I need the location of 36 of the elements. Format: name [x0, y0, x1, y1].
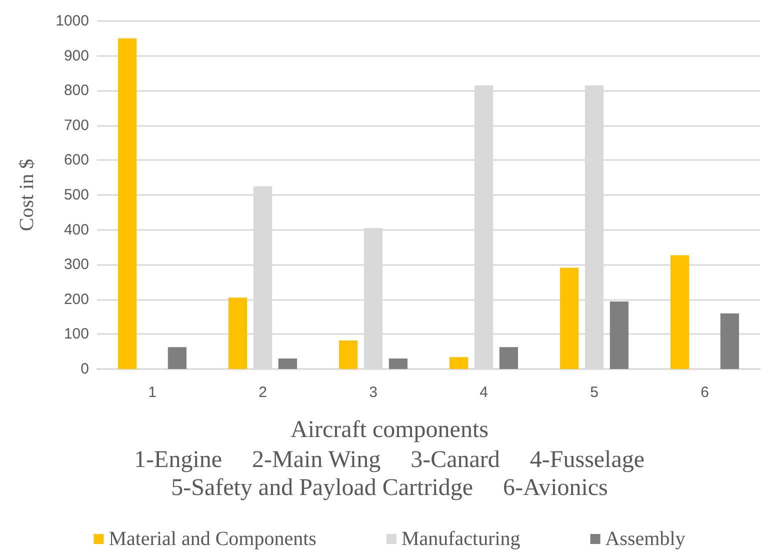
y-tick-label: 300	[64, 256, 89, 274]
x-tick-label: 2	[258, 384, 267, 401]
bar	[560, 268, 579, 369]
y-tick-label: 100	[64, 326, 89, 343]
x-tick-label: 3	[369, 384, 378, 401]
legend-label: Material and Components	[108, 528, 317, 550]
x-tick-label: 6	[700, 384, 709, 401]
bar	[278, 358, 298, 369]
y-tick-label: 800	[64, 82, 89, 100]
y-tick-label: 200	[64, 290, 89, 308]
legend-label: Manufacturing	[401, 528, 520, 550]
x-tick-label: 4	[480, 384, 488, 401]
bar	[388, 358, 408, 369]
bar	[168, 347, 187, 369]
y-tick-label: 500	[64, 186, 89, 204]
bar	[449, 357, 468, 369]
x-tick-label: 5	[590, 384, 598, 401]
legend-label: Assembly	[605, 528, 686, 550]
text: 5-Safety and Payload Cartridge 6-Avionics	[171, 475, 608, 501]
y-tick-label: 900	[64, 47, 89, 64]
text: 1-Engine 2-Main Wing 3-Canard 4-Fusselage	[134, 447, 645, 473]
y-tick-label: 400	[64, 221, 89, 238]
x-axis-title: Aircraft components	[290, 417, 488, 443]
y-tick-label: 600	[64, 152, 89, 169]
bar	[499, 347, 518, 369]
bar	[228, 298, 248, 369]
y-axis-title: Cost in $	[16, 158, 38, 232]
bar	[610, 301, 629, 369]
bar	[670, 255, 690, 369]
bar	[720, 313, 740, 369]
bar	[118, 38, 137, 369]
y-tick-label: 700	[64, 116, 89, 134]
y-tick-label: 0	[80, 360, 89, 378]
y-tick-label: 1000	[56, 12, 89, 30]
bar	[338, 340, 358, 369]
x-tick-label: 1	[148, 384, 156, 401]
